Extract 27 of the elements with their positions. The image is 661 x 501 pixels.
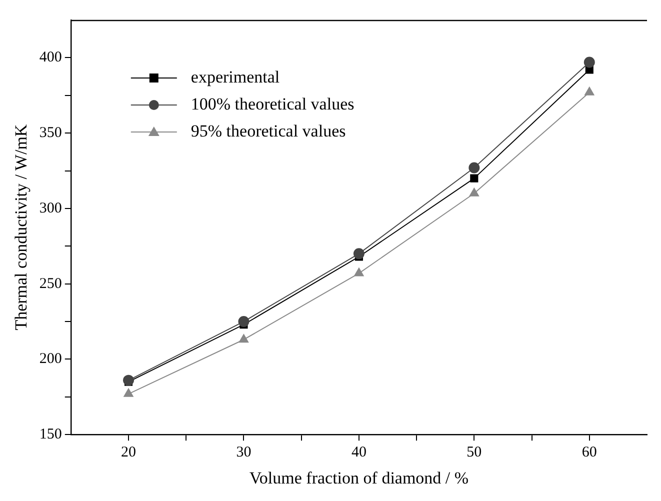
legend-label: 95% theoretical values [190,121,346,140]
x-tick-label: 30 [236,444,252,461]
y-tick-label: 300 [39,200,62,216]
y-tick-label: 200 [39,351,62,368]
point [238,334,249,343]
y-tick-label: 400 [39,50,62,66]
point [353,248,364,260]
point [124,388,134,397]
y-tick-label: 150 [39,426,62,443]
y-tick-label: 350 [39,125,62,142]
x-tick-label: 50 [466,444,482,461]
x-tick-label: 40 [351,444,366,461]
point [468,162,480,174]
point [238,316,250,328]
x-axis-title: Volume fraction of diamond / % [249,468,469,488]
y-axis-title: Thermal conductivity / W/mK [12,124,31,330]
point [354,268,364,276]
x-tick-label: 20 [121,444,136,461]
legend-label: experimental [190,67,280,86]
point [584,56,595,68]
x-tick-label: 60 [582,444,597,461]
legend-label: 100% theoretical values [190,94,354,114]
point [470,174,478,182]
y-tick-label: 250 [39,276,62,292]
point [469,188,479,196]
point [123,374,134,386]
point [584,86,594,96]
